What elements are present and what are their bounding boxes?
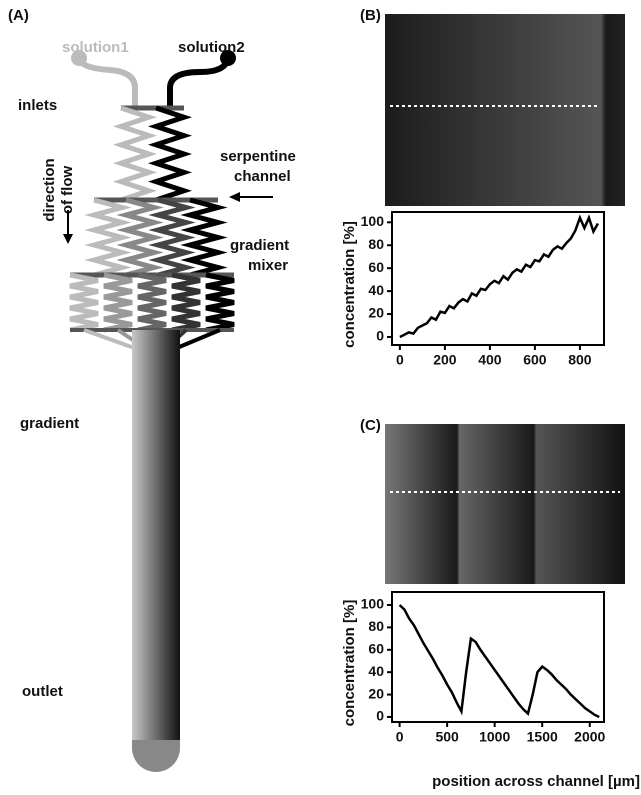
y-tick-label: 20 bbox=[368, 305, 384, 321]
label: serpentine bbox=[220, 148, 296, 165]
gradient-channel bbox=[132, 330, 180, 740]
data-line bbox=[399, 214, 600, 339]
y-axis-label: concentration [%] bbox=[341, 600, 358, 727]
panel-label: (B) bbox=[360, 7, 381, 24]
y-tick-label: 0 bbox=[376, 328, 384, 344]
label: direction bbox=[41, 158, 58, 221]
label: solution1 bbox=[62, 39, 129, 56]
label: solution2 bbox=[178, 39, 245, 56]
zigzag bbox=[112, 105, 158, 203]
zigzag bbox=[147, 105, 193, 203]
serpentine bbox=[69, 105, 235, 352]
channel bbox=[167, 57, 231, 108]
zigzag bbox=[103, 272, 133, 333]
arrow-head bbox=[63, 234, 73, 244]
zigzag bbox=[205, 272, 235, 333]
plot-frame bbox=[391, 591, 605, 723]
arrow-head bbox=[229, 192, 240, 202]
y-axis-label: concentration [%] bbox=[341, 221, 358, 348]
micrograph bbox=[385, 424, 625, 584]
y-tick-label: 60 bbox=[368, 259, 384, 275]
label: mixer bbox=[248, 257, 288, 274]
x-tick-label: 800 bbox=[568, 352, 592, 368]
y-tick-label: 20 bbox=[368, 685, 384, 701]
label: channel bbox=[234, 168, 291, 185]
x-tick-label: 0 bbox=[396, 729, 404, 745]
x-tick-label: 0 bbox=[396, 352, 404, 368]
y-tick-label: 40 bbox=[368, 282, 384, 298]
micrograph bbox=[385, 14, 625, 206]
x-tick-label: 500 bbox=[435, 729, 459, 745]
x-axis-label: position across channel [µm] bbox=[432, 773, 640, 790]
x-tick-label: 2000 bbox=[574, 729, 605, 745]
y-tick-label: 60 bbox=[368, 640, 384, 656]
zigzag bbox=[148, 197, 196, 278]
x-tick-label: 400 bbox=[478, 352, 502, 368]
data-line bbox=[398, 604, 600, 719]
label: gradient bbox=[230, 237, 289, 254]
y-tick-label: 100 bbox=[361, 596, 385, 612]
outlet bbox=[132, 740, 180, 772]
zigzag bbox=[84, 197, 132, 278]
x-tick-label: 600 bbox=[523, 352, 547, 368]
plot-frame bbox=[391, 211, 605, 346]
zigzag bbox=[171, 272, 201, 333]
label: outlet bbox=[22, 683, 63, 700]
x-tick-label: 1000 bbox=[479, 729, 510, 745]
label: of flow bbox=[59, 166, 76, 215]
label: gradient bbox=[20, 415, 79, 432]
y-tick-label: 80 bbox=[368, 236, 384, 252]
x-tick-label: 1500 bbox=[527, 729, 558, 745]
y-tick-label: 0 bbox=[376, 708, 384, 724]
y-tick-label: 80 bbox=[368, 618, 384, 634]
channel bbox=[83, 328, 141, 352]
channel bbox=[76, 57, 138, 108]
panel-label: (A) bbox=[8, 7, 29, 24]
zigzag bbox=[137, 272, 167, 333]
y-tick-label: 100 bbox=[361, 213, 385, 229]
zigzag bbox=[69, 272, 99, 333]
label: inlets bbox=[18, 97, 57, 114]
panel-label: (C) bbox=[360, 417, 381, 434]
x-tick-label: 200 bbox=[433, 352, 457, 368]
zigzag bbox=[116, 197, 164, 278]
y-tick-label: 40 bbox=[368, 663, 384, 679]
zigzag bbox=[180, 197, 228, 278]
